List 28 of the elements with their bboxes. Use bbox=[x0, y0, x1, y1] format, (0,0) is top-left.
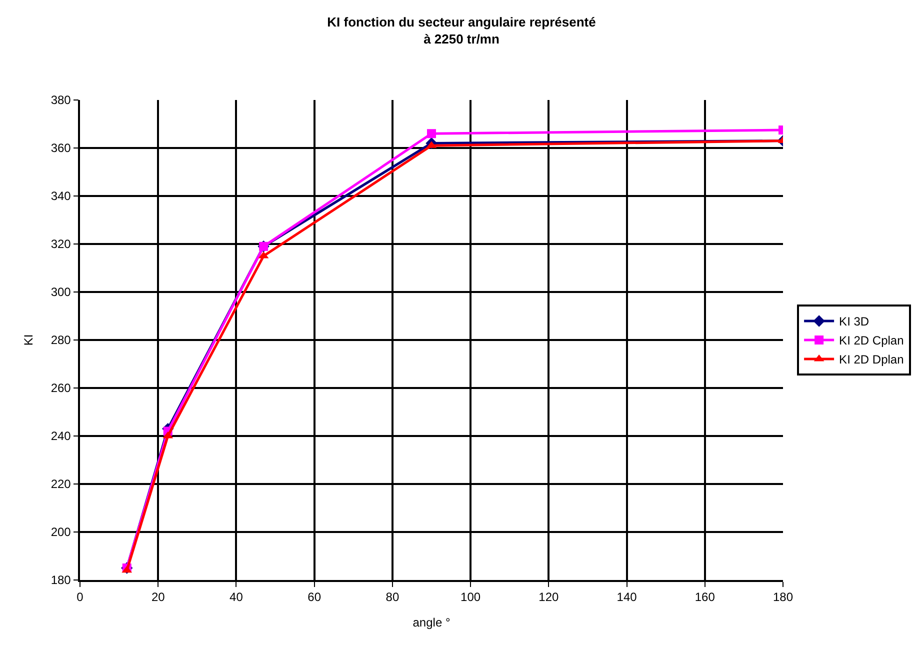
x-tick-label: 40 bbox=[230, 590, 244, 604]
x-tick-label: 140 bbox=[616, 590, 638, 604]
legend-label: KI 2D Dplan bbox=[839, 352, 904, 367]
x-tick-label: 20 bbox=[151, 590, 166, 604]
x-axis-title: angle ° bbox=[412, 616, 450, 630]
y-tick-label: 200 bbox=[50, 525, 72, 540]
x-tick-label: 160 bbox=[694, 590, 716, 604]
y-tick-label: 220 bbox=[50, 477, 72, 492]
y-tick-label: 360 bbox=[50, 141, 72, 156]
y-tick-label: 240 bbox=[50, 429, 72, 444]
legend-label: KI 2D Cplan bbox=[839, 334, 904, 348]
y-tick-label: 320 bbox=[50, 237, 72, 252]
x-tick-label: 120 bbox=[538, 590, 559, 604]
y-tick-label: 340 bbox=[50, 189, 72, 204]
point bbox=[427, 129, 436, 138]
y-tick-label: 280 bbox=[50, 333, 72, 348]
x-tick-label: 100 bbox=[460, 590, 481, 604]
y-axis-title: KI bbox=[22, 334, 36, 346]
x-tick-label: 60 bbox=[308, 590, 322, 604]
chart-title: KI fonction du secteur angulaire représenté à 2250 tr/mn bbox=[327, 14, 596, 46]
x-tick-label: 0 bbox=[76, 590, 84, 604]
y-tick-label: 380 bbox=[50, 93, 72, 108]
y-tick-label: 180 bbox=[50, 573, 72, 588]
y-tick-label: 300 bbox=[50, 285, 72, 300]
y-tick-label: 260 bbox=[50, 381, 72, 396]
x-tick-label: 180 bbox=[772, 590, 794, 604]
legend-label: KI 3D bbox=[839, 314, 870, 329]
x-tick-label: 80 bbox=[386, 590, 400, 604]
